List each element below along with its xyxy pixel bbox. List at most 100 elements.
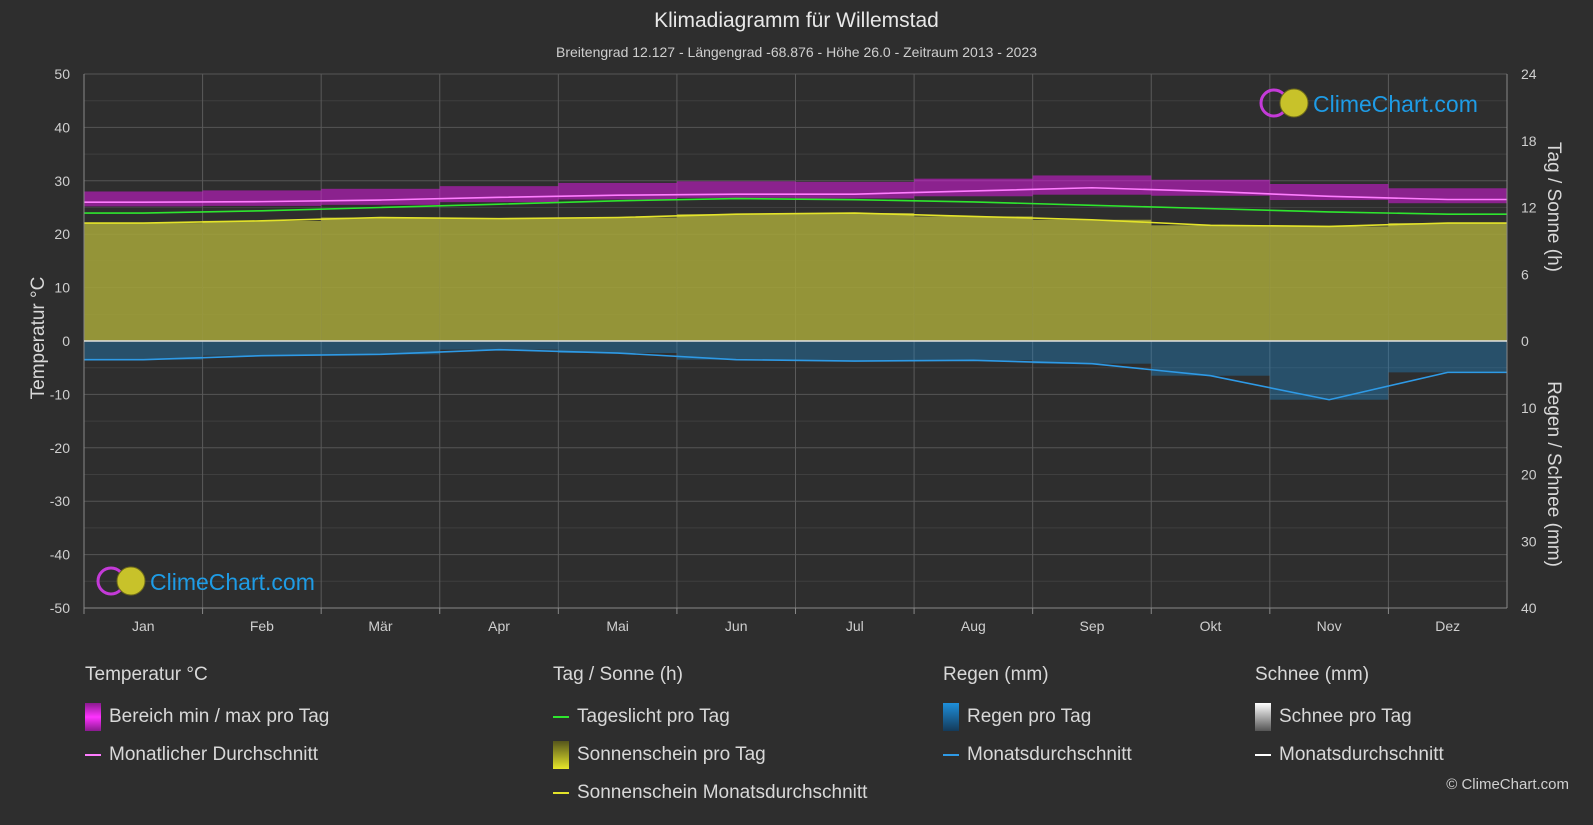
temp-range-band: [321, 188, 440, 205]
legend-sun: Tag / Sonne (h) Tageslicht pro Tag Sonne…: [553, 664, 867, 812]
y-tick-label-temperature: -20: [50, 440, 70, 456]
axes: 50 40 30 20 10 0 -10 -20 -30 -40 -50 24 18 12 6 0 10 20 30…: [50, 66, 1537, 634]
temp-range-band: [676, 181, 796, 198]
swatch-line: [1255, 754, 1271, 756]
y-tick-label-temperature: 30: [54, 173, 70, 189]
legend-label: Sonnenschein pro Tag: [577, 744, 766, 765]
y-axis-label-precipitation: Regen / Schnee (mm): [1543, 381, 1564, 567]
temperature-range: [84, 175, 1507, 207]
legend-heading: Tag / Sonne (h): [553, 664, 683, 685]
temp-range-band: [84, 191, 203, 207]
rain-bar: [914, 341, 1033, 361]
logo-top: ClimeChart.com: [1259, 88, 1478, 118]
logo-bottom: ClimeChart.com: [96, 566, 315, 596]
swatch-line: [553, 716, 569, 718]
swatch-snow: [1255, 703, 1271, 731]
legend-item-avg: Monatlicher Durchschnitt: [85, 736, 329, 774]
temp-range-band: [558, 182, 677, 200]
chart-subtitle: Breitengrad 12.127 - Längengrad -68.876 …: [556, 44, 1037, 60]
logo-text: ClimeChart.com: [150, 569, 315, 595]
rain-bar: [202, 341, 322, 356]
rain-avg-line: [84, 348, 1507, 401]
legend-label: Schnee pro Tag: [1279, 706, 1412, 727]
legend-label: Bereich min / max pro Tag: [109, 706, 330, 727]
rain-bar: [1151, 341, 1270, 376]
legend-item-snow-avg: Monatsdurchschnitt: [1255, 736, 1444, 774]
temp-range-band: [1032, 175, 1152, 195]
legend-heading: Schnee (mm): [1255, 664, 1370, 685]
y-tick-label-precipitation: 10: [1521, 400, 1537, 416]
temp-range-band: [439, 186, 559, 203]
y-tick-label-precipitation: 20: [1521, 467, 1537, 483]
x-tick-label: Jun: [725, 618, 748, 634]
sunshine-bar: [84, 223, 203, 341]
y-tick-label-precipitation: 40: [1521, 600, 1537, 616]
rain-bar: [795, 341, 915, 362]
legend-item-rain-avg: Monatsdurchschnitt: [943, 736, 1132, 774]
legend-label: Sonnenschein Monatsdurchschnitt: [577, 782, 868, 803]
x-tick-label: Aug: [961, 618, 986, 634]
rain-bar: [676, 341, 796, 360]
y-tick-label-temperature: 0: [62, 333, 70, 349]
rain-bar: [321, 341, 440, 355]
x-tick-label: Apr: [488, 618, 510, 634]
swatch-range: [85, 703, 101, 731]
temp-range-band: [1269, 184, 1389, 201]
rain-bar: [1388, 341, 1507, 373]
y-tick-label-hours: 18: [1521, 133, 1537, 149]
sunshine-bar: [202, 220, 322, 341]
temp-range-band: [202, 190, 322, 206]
legend-label: Monatlicher Durchschnitt: [109, 744, 319, 765]
swatch-line: [85, 754, 101, 756]
temp-avg-line: [84, 186, 1507, 203]
temp-range-band: [1388, 188, 1507, 204]
sunshine-area: [84, 213, 1507, 341]
rain-bar: [84, 341, 203, 360]
legend-label: Tageslicht pro Tag: [577, 706, 730, 727]
y-tick-label-hours: 0: [1521, 333, 1529, 349]
x-tick-label: Sep: [1079, 618, 1104, 634]
sunshine-avg-line: [84, 212, 1507, 228]
x-tick-label: Nov: [1317, 618, 1342, 634]
legend-item-snow: Schnee pro Tag: [1255, 698, 1444, 736]
legend-temperature: Temperatur °C Bereich min / max pro Tag …: [85, 664, 329, 774]
legend-item-range: Bereich min / max pro Tag: [85, 698, 329, 736]
x-tick-label: Okt: [1200, 618, 1222, 634]
sunshine-bar: [1032, 219, 1152, 341]
y-tick-label-temperature: -10: [50, 386, 70, 402]
series-lines: [84, 186, 1507, 401]
copyright: © ClimeChart.com: [1446, 776, 1569, 793]
sunshine-bar: [321, 217, 440, 341]
y-axis-label-sun: Tag / Sonne (h): [1543, 142, 1564, 272]
logo-sun-icon: [1279, 88, 1309, 118]
sunshine-bar: [914, 216, 1033, 341]
sunshine-bar: [795, 213, 915, 341]
y-axis-label-temperature: Temperatur °C: [28, 277, 49, 400]
sunshine-bar: [558, 217, 677, 341]
legend-item-sunshine-avg: Sonnenschein Monatsdurchschnitt: [553, 774, 867, 812]
legend-rain: Regen (mm) Regen pro Tag Monatsdurchschn…: [943, 664, 1132, 774]
x-tick-label: Mär: [368, 618, 392, 634]
temp-range-band: [914, 178, 1033, 197]
daylight-line: [84, 197, 1507, 215]
y-tick-label-hours: 6: [1521, 266, 1529, 282]
logo-text: ClimeChart.com: [1313, 91, 1478, 117]
x-tick-label: Feb: [250, 618, 274, 634]
x-tick-label: Jul: [846, 618, 864, 634]
sunshine-bar: [1269, 226, 1389, 341]
rain-bar: [1032, 341, 1152, 364]
y-tick-label-temperature: -30: [50, 493, 70, 509]
swatch-line: [943, 754, 959, 756]
swatch-rain: [943, 703, 959, 731]
sunshine-bar: [1151, 225, 1270, 341]
sunshine-bar: [439, 218, 559, 341]
swatch-line: [553, 792, 569, 794]
logo-sun-icon: [116, 566, 146, 596]
y-tick-label-temperature: 50: [54, 66, 70, 82]
legend-heading: Temperatur °C: [85, 664, 208, 685]
y-tick-label-temperature: 20: [54, 226, 70, 242]
x-tick-label: Mai: [606, 618, 629, 634]
sunshine-bar: [1388, 223, 1507, 341]
chart-title: Klimadiagramm für Willemstad: [654, 9, 939, 32]
temp-range-band: [1151, 179, 1270, 196]
